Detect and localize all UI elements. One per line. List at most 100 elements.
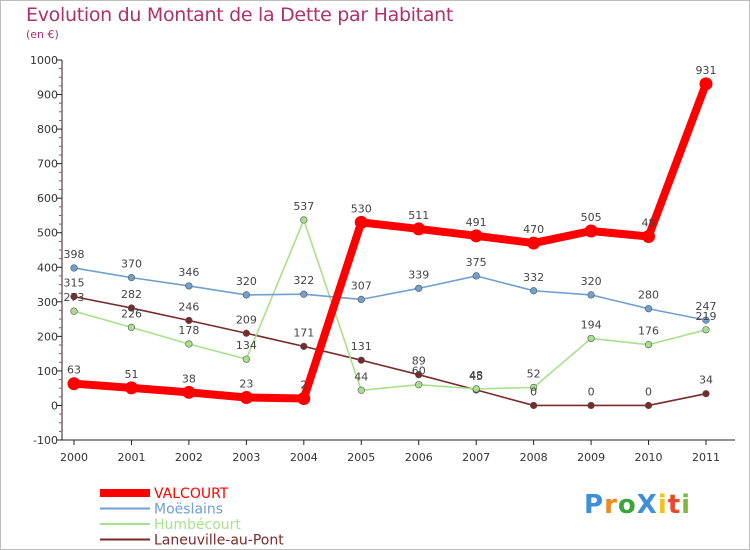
data-point [300, 216, 308, 224]
data-point [127, 274, 136, 282]
data-label: 320 [581, 275, 602, 288]
data-label: 34 [699, 374, 713, 387]
data-label: 194 [581, 318, 602, 331]
data-point [415, 284, 423, 292]
y-tick-label: 500 [37, 227, 58, 240]
data-point [300, 342, 308, 350]
data-point [182, 385, 196, 399]
data-point [587, 401, 595, 410]
series-line-2 [73, 267, 707, 321]
data-point [242, 329, 250, 337]
data-label: 209 [236, 313, 257, 326]
data-point [239, 391, 253, 405]
x-tick-label: 2006 [405, 451, 433, 464]
data-point [584, 224, 598, 238]
data-point [702, 326, 710, 334]
y-tick-label: 300 [37, 296, 58, 309]
data-point [127, 323, 136, 331]
data-point [354, 215, 368, 229]
data-point [70, 293, 78, 301]
data-label: 246 [178, 300, 199, 313]
data-label: 2 [300, 379, 307, 392]
data-point [587, 291, 595, 299]
series-line-3 [73, 219, 707, 392]
data-label: 171 [293, 326, 314, 339]
series-layer [67, 77, 713, 410]
legend: VALCOURTMoëslainsHumbécourtLaneuville-au… [100, 486, 284, 549]
chart-title: Evolution du Montant de la Dette par Hab… [26, 4, 454, 26]
data-point [644, 401, 653, 410]
data-label: 491 [466, 216, 487, 229]
data-label: 48 [469, 369, 483, 382]
x-tick-label: 2011 [692, 451, 720, 464]
data-label: 60 [412, 365, 426, 378]
logo-letter: r [604, 490, 618, 520]
data-label: 178 [178, 324, 199, 337]
data-label: 322 [293, 274, 314, 287]
data-label: 38 [182, 372, 196, 385]
data-point [472, 385, 480, 393]
y-tick-label: 800 [37, 123, 58, 136]
chart-subtitle: (en €) [26, 28, 59, 41]
data-point [300, 290, 308, 298]
x-tick-label: 2009 [577, 451, 605, 464]
x-tick-label: 2004 [290, 451, 318, 464]
data-point [702, 390, 710, 398]
data-point [412, 222, 426, 236]
data-label: 470 [523, 223, 544, 236]
data-label: 44 [354, 370, 368, 383]
data-label: 370 [121, 258, 142, 271]
logo-letter: X [636, 490, 658, 520]
data-label: 346 [178, 266, 199, 279]
data-point [185, 316, 193, 325]
legend-label: VALCOURT [154, 486, 229, 502]
data-label: 23 [239, 378, 253, 391]
data-point [70, 264, 78, 272]
data-point [124, 381, 138, 395]
x-tick-label: 2000 [60, 451, 88, 464]
data-label: 511 [408, 209, 429, 222]
data-label: 282 [121, 288, 142, 301]
data-label: 45 [469, 370, 483, 383]
data-point [702, 316, 710, 324]
data-point [357, 295, 365, 304]
data-label: 0 [588, 385, 595, 398]
data-label: 931 [696, 64, 717, 77]
data-point [357, 386, 365, 394]
data-label: 89 [412, 355, 426, 368]
legend-label: Moëslains [154, 502, 223, 518]
logo-letter: o [617, 490, 637, 520]
data-label: 0 [530, 385, 537, 398]
x-tick-label: 2008 [520, 451, 548, 464]
axes: -100010020030040050060070080090010002000… [30, 54, 735, 464]
legend-label: Laneuville-au-Pont [154, 533, 284, 549]
data-point [644, 341, 653, 349]
data-point [530, 383, 538, 392]
logo-letter: i [657, 490, 668, 520]
data-point [185, 282, 193, 290]
data-point [70, 307, 78, 315]
data-label: 320 [236, 275, 257, 288]
y-tick-label: 900 [37, 89, 58, 102]
data-label: 219 [696, 310, 717, 323]
x-tick-label: 2007 [462, 451, 490, 464]
data-label: 176 [638, 325, 659, 338]
data-point [127, 304, 136, 312]
data-label: 332 [523, 271, 544, 284]
data-point [242, 291, 250, 299]
x-tick-label: 2005 [347, 451, 375, 464]
y-tick-label: 400 [37, 261, 58, 274]
data-point [530, 287, 538, 295]
logo-letter: P [584, 490, 605, 520]
logo-letter: t [667, 490, 682, 520]
data-label: 247 [696, 300, 717, 313]
x-tick-label: 2010 [635, 451, 663, 464]
y-tick-label: 700 [37, 158, 58, 171]
y-tick-label: 200 [37, 330, 58, 343]
data-label: 51 [124, 368, 138, 381]
x-tick-label: 2002 [175, 451, 203, 464]
data-labels: 63 51 38 23 2 530 511 491 470 505 48 931 398 370 346 32… [64, 64, 717, 399]
legend-label: Humbécourt [154, 517, 241, 533]
